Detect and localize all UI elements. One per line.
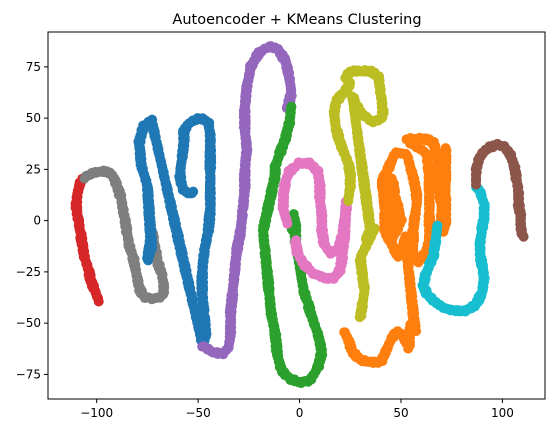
series-9 <box>470 138 529 242</box>
series-6 <box>328 65 389 323</box>
x-tick-label: −100 <box>80 406 113 420</box>
x-tick-label: 100 <box>491 406 514 420</box>
series-5 <box>277 157 353 284</box>
data-point <box>188 186 199 197</box>
x-tick-label: 50 <box>393 406 408 420</box>
y-tick-label: −75 <box>16 367 41 381</box>
series-7 <box>339 132 452 368</box>
data-point <box>354 312 365 323</box>
series-8 <box>417 181 490 317</box>
y-tick-label: 75 <box>26 60 41 74</box>
chart-title: Autoencoder + KMeans Clustering <box>172 12 421 28</box>
x-tick-label: 0 <box>296 406 304 420</box>
axes-frame <box>47 31 546 400</box>
x-tick-label: −50 <box>185 406 210 420</box>
y-tick-label: 50 <box>26 111 41 125</box>
points-layer <box>70 41 529 389</box>
y-tick-label: 0 <box>33 214 41 228</box>
series-1 <box>79 165 170 305</box>
y-tick-label: −25 <box>16 265 41 279</box>
data-point <box>518 231 529 242</box>
series-2 <box>133 113 217 349</box>
axes-layer: −100 −50 0 50 100 −75 −50 −25 0 25 50 75 <box>16 31 546 420</box>
y-tick-label: −50 <box>16 316 41 330</box>
y-tick-label: 25 <box>26 162 41 176</box>
data-point <box>291 235 302 246</box>
series-0 <box>70 173 104 307</box>
data-point <box>440 143 451 154</box>
